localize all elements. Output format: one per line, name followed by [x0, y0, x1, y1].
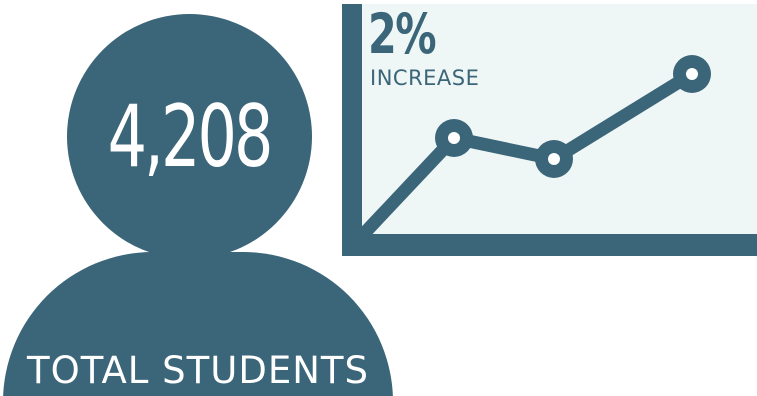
person-head: 4,208 — [67, 14, 312, 259]
increase-label: INCREASE — [370, 66, 480, 90]
trend-line — [351, 67, 699, 247]
trend-chart-graphic — [342, 4, 757, 256]
increase-value: 2% — [368, 2, 437, 66]
chart-x-axis — [342, 234, 757, 256]
chart-y-axis — [342, 4, 362, 256]
trend-point-center — [686, 68, 698, 80]
trend-point-center — [548, 153, 560, 165]
person-icon: 4,208 TOTAL STUDENTS — [3, 14, 393, 396]
trend-line-chart-icon: 2% INCREASE — [342, 2, 757, 256]
total-students-value: 4,208 — [108, 86, 274, 187]
person-body: TOTAL STUDENTS — [3, 252, 393, 396]
total-students-label: TOTAL STUDENTS — [27, 349, 369, 392]
chart-panel — [352, 4, 757, 236]
trend-point-center — [448, 132, 460, 144]
